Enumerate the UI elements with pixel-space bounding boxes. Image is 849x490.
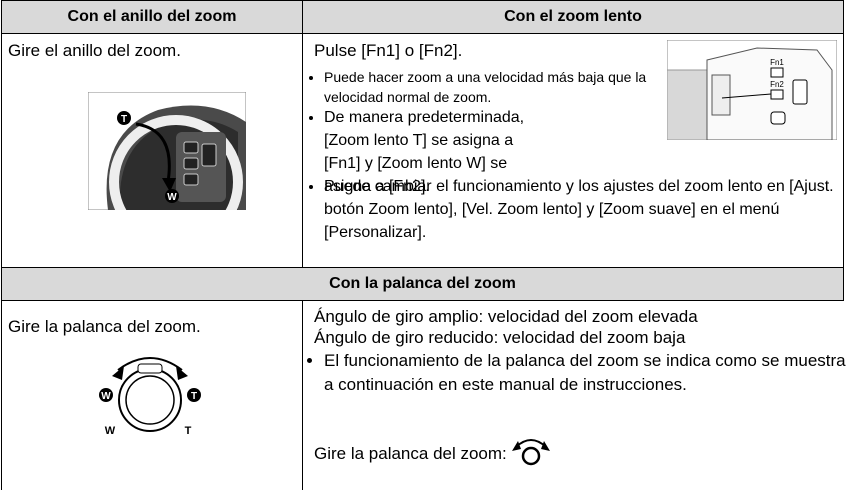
border — [302, 300, 303, 490]
header-cell: Con el zoom lento — [303, 1, 843, 33]
bullet-list: Puede cambiar el funcionamiento y los aj… — [314, 175, 849, 244]
lever-icon — [512, 439, 550, 466]
fn-illustration: Fn1 Fn2 — [667, 40, 837, 140]
bullet: De manera predeterminada, [Zoom lento T]… — [324, 106, 529, 198]
bullet-list: El funcionamiento de la palanca del zoom… — [314, 349, 849, 397]
cell-text: Ángulo de giro reducido: velocidad del z… — [314, 328, 686, 347]
image-label: W — [101, 391, 111, 402]
bullet: El funcionamiento de la palanca del zoom… — [324, 349, 849, 397]
cell-text: Gire la palanca del zoom. — [8, 317, 201, 336]
cell-text: Pulse [Fn1] o [Fn2]. — [314, 41, 463, 60]
bullet: Puede hacer zoom a una velocidad más baj… — [324, 67, 664, 107]
border — [843, 0, 844, 300]
image-label: T — [191, 391, 197, 402]
border — [1, 300, 844, 301]
cell-text: Ángulo de giro amplio: velocidad del zoo… — [314, 307, 698, 326]
ring-illustration: T W — [88, 92, 246, 210]
border — [302, 0, 303, 268]
cell-text: Gire la palanca del zoom: — [314, 444, 507, 463]
lever-illustration: W T W T — [99, 357, 201, 437]
bullet-list: De manera predeterminada, [Zoom lento T]… — [314, 106, 529, 198]
header-cell: Con el anillo del zoom — [2, 1, 302, 33]
image-label: T — [185, 425, 192, 437]
border — [1, 33, 844, 34]
border — [1, 0, 844, 1]
section-header: Con la palanca del zoom — [2, 268, 843, 300]
bullet: Puede cambiar el funcionamiento y los aj… — [324, 175, 849, 244]
bullet-list: Puede hacer zoom a una velocidad más baj… — [314, 67, 664, 107]
cell-text: Gire el anillo del zoom. — [8, 41, 181, 60]
border — [1, 0, 2, 490]
image-label: Fn1 — [770, 58, 784, 67]
image-label: W — [105, 425, 116, 437]
image-label: W — [167, 192, 177, 203]
image-label: T — [121, 114, 127, 125]
image-label: Fn2 — [770, 80, 784, 89]
border — [1, 267, 844, 268]
